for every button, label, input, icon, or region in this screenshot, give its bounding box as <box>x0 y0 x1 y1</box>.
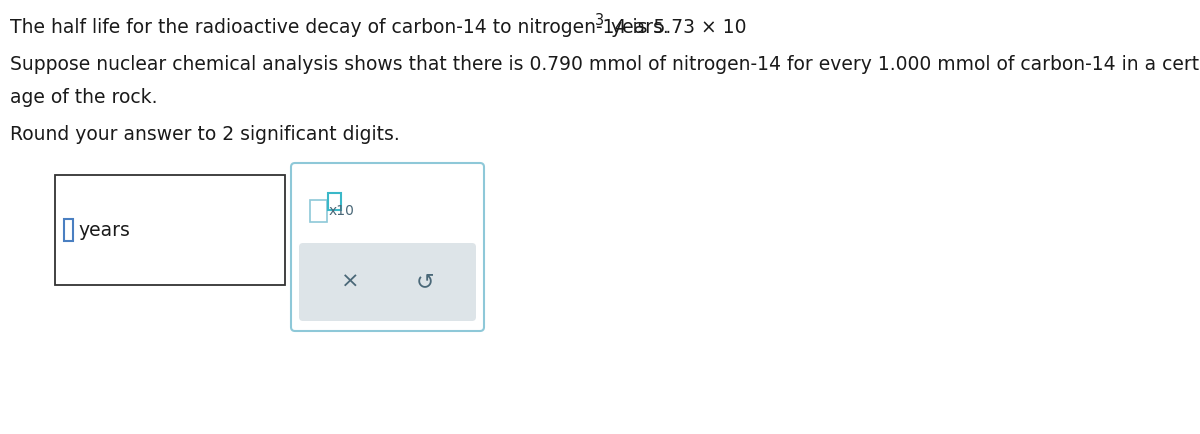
Bar <box>55 175 286 285</box>
Text: ×: × <box>341 272 360 292</box>
Text: Round your answer to 2 significant digits.: Round your answer to 2 significant digit… <box>10 125 400 144</box>
Text: x10: x10 <box>329 204 355 218</box>
FancyBboxPatch shape <box>292 163 484 331</box>
Text: The half life for the radioactive decay of carbon-14 to nitrogen-14 is 5.73 × 10: The half life for the radioactive decay … <box>10 18 746 37</box>
Text: 3: 3 <box>595 13 604 28</box>
Text: age of the rock.: age of the rock. <box>10 88 157 107</box>
Text: years.: years. <box>605 18 668 37</box>
Text: Suppose nuclear chemical analysis shows that there is 0.790 mmol of nitrogen-14 : Suppose nuclear chemical analysis shows … <box>10 55 1200 74</box>
Bar <box>310 200 326 222</box>
Bar <box>64 219 73 241</box>
Bar <box>328 193 341 210</box>
Text: years: years <box>78 220 130 240</box>
FancyBboxPatch shape <box>299 243 476 321</box>
Text: ↺: ↺ <box>415 272 434 292</box>
